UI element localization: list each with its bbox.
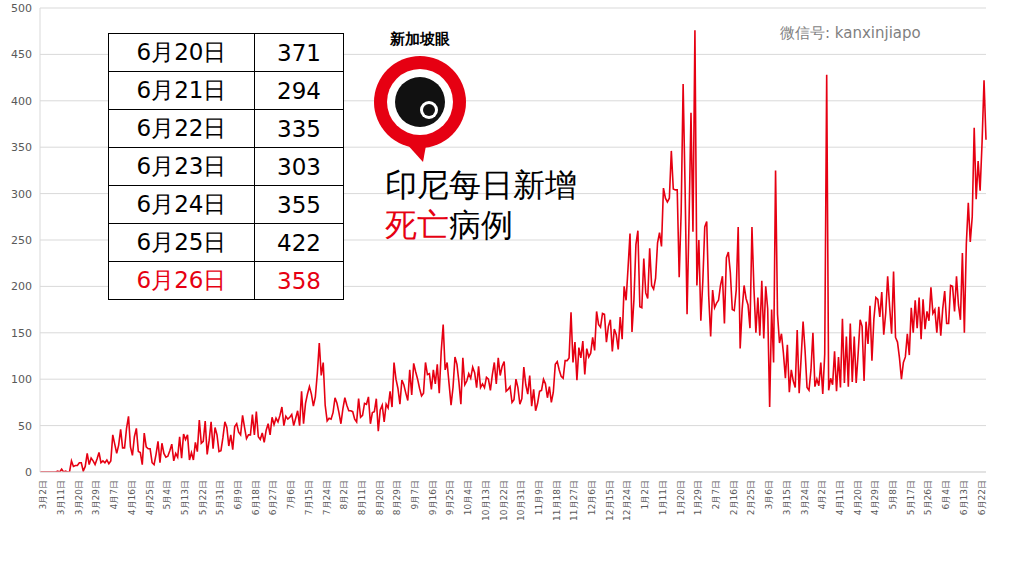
svg-text:8月29日: 8月29日	[392, 480, 402, 515]
html-text:422: 422	[277, 229, 321, 256]
svg-text:0: 0	[25, 466, 32, 479]
svg-text:7月24日: 7月24日	[322, 480, 332, 515]
svg-text:4月29日: 4月29日	[870, 480, 880, 515]
html-text:印尼每日新增: 印尼每日新增	[385, 166, 577, 204]
svg-text:250: 250	[11, 234, 32, 247]
svg-text:1月11日: 1月11日	[658, 480, 668, 515]
svg-text:6月4日: 6月4日	[941, 480, 951, 509]
svg-text:4月7日: 4月7日	[109, 480, 119, 509]
html-text:6月21日: 6月21日	[136, 77, 227, 103]
svg-text:8月2日: 8月2日	[339, 480, 349, 509]
svg-text:4月16日: 4月16日	[127, 480, 137, 515]
svg-text:50: 50	[18, 420, 32, 433]
svg-text:2月16日: 2月16日	[729, 480, 739, 515]
svg-text:3月11日: 3月11日	[56, 480, 66, 515]
html-text:294: 294	[277, 77, 321, 104]
svg-text:3月24日: 3月24日	[800, 480, 810, 515]
svg-text:8月20日: 8月20日	[375, 480, 385, 515]
html-text:6月24日: 6月24日	[136, 191, 227, 217]
svg-text:11月9日: 11月9日	[534, 480, 544, 515]
svg-text:9月25日: 9月25日	[446, 480, 456, 515]
svg-text:12月15日: 12月15日	[605, 480, 615, 521]
svg-text:10月31日: 10月31日	[516, 480, 526, 521]
svg-text:6月13日: 6月13日	[959, 480, 969, 515]
svg-text:100: 100	[11, 373, 32, 386]
html-text:371: 371	[277, 39, 321, 66]
svg-text:5月17日: 5月17日	[906, 480, 916, 515]
svg-text:10月4日: 10月4日	[463, 480, 473, 515]
svg-text:12月24日: 12月24日	[623, 480, 633, 521]
svg-text:1月29日: 1月29日	[693, 480, 703, 515]
svg-text:5月26日: 5月26日	[923, 480, 933, 515]
svg-text:7月6日: 7月6日	[286, 480, 296, 509]
svg-text:350: 350	[11, 141, 32, 154]
svg-text:3月6日: 3月6日	[764, 480, 774, 509]
html-text:335: 335	[277, 115, 321, 142]
svg-text:6月18日: 6月18日	[251, 480, 261, 515]
svg-text:12月6日: 12月6日	[587, 480, 597, 515]
svg-text:4月11日: 4月11日	[835, 480, 845, 515]
html-text:微信号: kanxinjiapo: 微信号: kanxinjiapo	[780, 24, 921, 42]
svg-text:150: 150	[11, 327, 32, 340]
html-text:死亡病例: 死亡病例	[385, 206, 513, 244]
svg-text:11月27日: 11月27日	[569, 480, 579, 521]
svg-text:400: 400	[11, 95, 32, 108]
svg-text:4月25日: 4月25日	[145, 480, 155, 515]
svg-text:2月7日: 2月7日	[711, 480, 721, 509]
svg-text:6月22日: 6月22日	[977, 480, 987, 515]
svg-text:4月2日: 4月2日	[817, 480, 827, 509]
svg-text:5月13日: 5月13日	[180, 480, 190, 515]
svg-text:2月25日: 2月25日	[746, 480, 756, 515]
svg-text:5月8日: 5月8日	[888, 480, 898, 509]
svg-text:9月7日: 9月7日	[410, 480, 420, 509]
html-text:358: 358	[277, 267, 321, 294]
svg-text:3月29日: 3月29日	[91, 480, 101, 515]
html-text:303: 303	[277, 153, 321, 180]
svg-text:3月20日: 3月20日	[74, 480, 84, 515]
html-text:6月25日: 6月25日	[136, 229, 227, 255]
svg-text:500: 500	[11, 2, 32, 15]
svg-text:6月9日: 6月9日	[233, 480, 243, 509]
svg-text:10月22日: 10月22日	[499, 480, 509, 521]
html-text:6月26日: 6月26日	[136, 267, 227, 293]
svg-text:200: 200	[11, 280, 32, 293]
svg-text:1月20日: 1月20日	[676, 480, 686, 515]
svg-text:新加坡眼: 新加坡眼	[389, 30, 451, 48]
html-text:6月22日: 6月22日	[136, 115, 227, 141]
svg-text:7月15日: 7月15日	[304, 480, 314, 515]
svg-text:300: 300	[11, 188, 32, 201]
svg-text:10月13日: 10月13日	[481, 480, 491, 521]
html-text:355: 355	[277, 191, 321, 218]
svg-text:4月20日: 4月20日	[853, 480, 863, 515]
svg-text:6月27日: 6月27日	[268, 480, 278, 515]
svg-text:450: 450	[11, 48, 32, 61]
svg-text:9月16日: 9月16日	[428, 480, 438, 515]
svg-text:5月22日: 5月22日	[198, 480, 208, 515]
svg-text:8月11日: 8月11日	[357, 480, 367, 515]
svg-text:1月2日: 1月2日	[640, 480, 650, 509]
svg-text:5月31日: 5月31日	[215, 480, 225, 515]
svg-text:3月2日: 3月2日	[38, 480, 48, 509]
svg-text:5月4日: 5月4日	[162, 480, 172, 509]
html-text:6月20日: 6月20日	[136, 39, 227, 65]
svg-text:11月18日: 11月18日	[552, 480, 562, 521]
svg-text:3月15日: 3月15日	[782, 480, 792, 515]
html-text:6月23日: 6月23日	[136, 153, 227, 179]
